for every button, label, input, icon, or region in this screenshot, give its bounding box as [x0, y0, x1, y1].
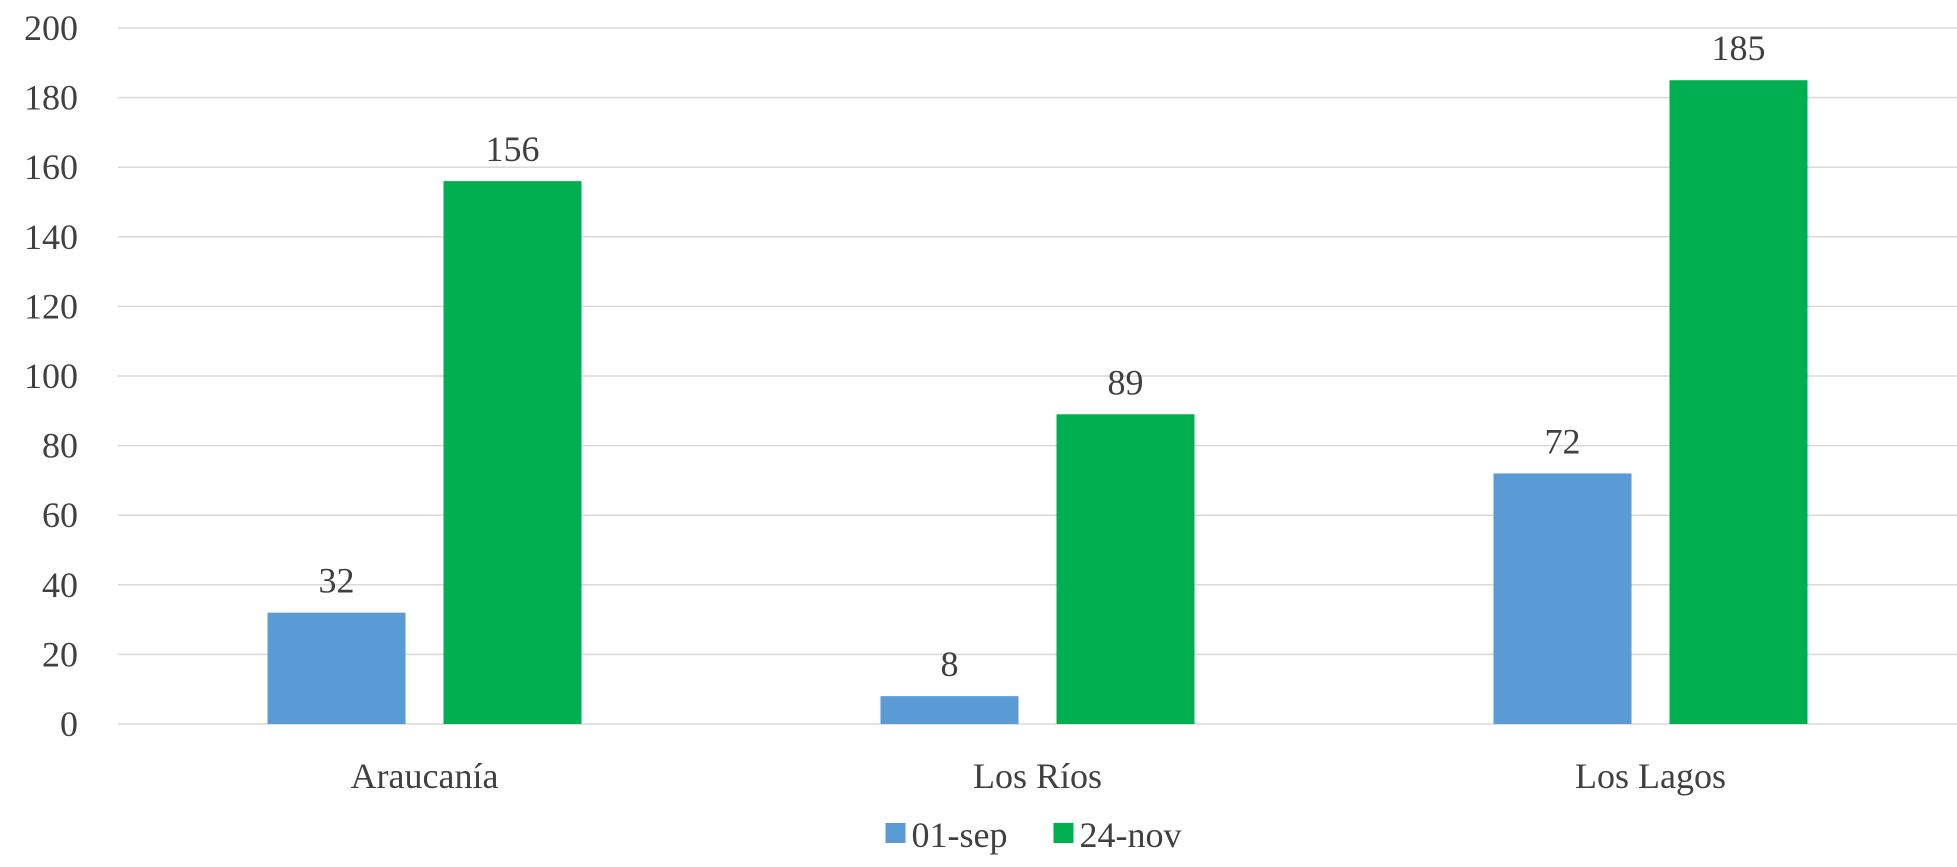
data-label: 72 [1545, 421, 1581, 461]
data-label: 185 [1712, 28, 1766, 68]
category-label: Araucanía [351, 756, 499, 796]
grid-lines [118, 27, 1957, 725]
data-label: 8 [941, 644, 959, 684]
y-tick-label: 20 [42, 634, 78, 674]
y-tick-label: 160 [24, 147, 78, 187]
bar-24-nov-Araucanía [443, 181, 582, 724]
y-axis-tick-labels: 0 20 40 60 80 100 120 140 160 180 200 [24, 8, 78, 744]
y-tick-label: 140 [24, 217, 78, 257]
bar-01-sep-Los Lagos [1493, 473, 1632, 724]
bar-24-nov-Los Ríos [1056, 414, 1195, 724]
y-tick-label: 40 [42, 565, 78, 605]
legend-label: 24-nov [1080, 815, 1182, 855]
y-tick-label: 80 [42, 426, 78, 466]
bar-01-sep-Araucanía [267, 612, 406, 724]
y-tick-label: 100 [24, 356, 78, 396]
bar-01-sep-Los Ríos [880, 696, 1019, 724]
data-labels: 32 156 8 89 72 185 [319, 28, 1766, 684]
category-label: Los Ríos [973, 756, 1102, 796]
y-tick-label: 0 [60, 704, 78, 744]
bar-24-nov-Los Lagos [1669, 80, 1808, 724]
x-axis-category-labels: Araucanía Los Ríos Los Lagos [351, 756, 1726, 796]
legend-label: 01-sep [912, 815, 1008, 855]
data-label: 89 [1108, 362, 1144, 402]
data-label: 156 [486, 129, 540, 169]
legend-swatch [1053, 823, 1074, 843]
legend-swatch [885, 823, 906, 843]
y-tick-label: 60 [42, 495, 78, 535]
y-tick-label: 180 [24, 78, 78, 118]
bars [267, 80, 1808, 724]
category-label: Los Lagos [1575, 756, 1726, 796]
y-tick-label: 200 [24, 8, 78, 48]
data-label: 32 [319, 561, 355, 601]
y-tick-label: 120 [24, 286, 78, 326]
legend: 01-sep 24-nov [885, 815, 1182, 855]
